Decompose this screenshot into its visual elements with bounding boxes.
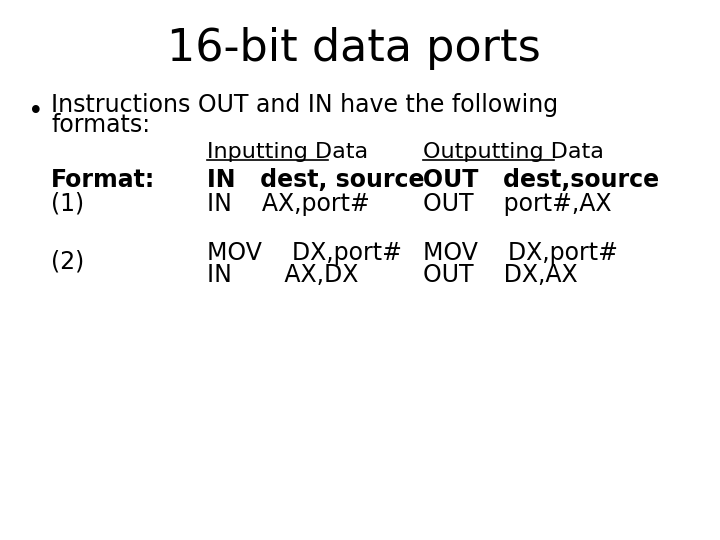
Text: Inputting Data: Inputting Data bbox=[207, 142, 368, 162]
Text: (2): (2) bbox=[51, 250, 84, 274]
Text: IN   dest, source: IN dest, source bbox=[207, 168, 424, 192]
Text: OUT    port#,AX: OUT port#,AX bbox=[423, 192, 612, 216]
Text: MOV    DX,port#: MOV DX,port# bbox=[423, 241, 618, 265]
Text: OUT   dest,source: OUT dest,source bbox=[423, 168, 660, 192]
Text: IN       AX,DX: IN AX,DX bbox=[207, 263, 358, 287]
Text: •: • bbox=[27, 99, 43, 125]
Text: MOV    DX,port#: MOV DX,port# bbox=[207, 241, 402, 265]
Text: IN    AX,port#: IN AX,port# bbox=[207, 192, 369, 216]
Text: 16-bit data ports: 16-bit data ports bbox=[168, 26, 541, 70]
Text: Format:: Format: bbox=[51, 168, 156, 192]
Text: Outputting Data: Outputting Data bbox=[423, 142, 604, 162]
Text: (1): (1) bbox=[51, 192, 84, 216]
Text: formats:: formats: bbox=[51, 113, 150, 137]
Text: Instructions OUT and IN have the following: Instructions OUT and IN have the followi… bbox=[51, 93, 558, 117]
Text: OUT    DX,AX: OUT DX,AX bbox=[423, 263, 578, 287]
